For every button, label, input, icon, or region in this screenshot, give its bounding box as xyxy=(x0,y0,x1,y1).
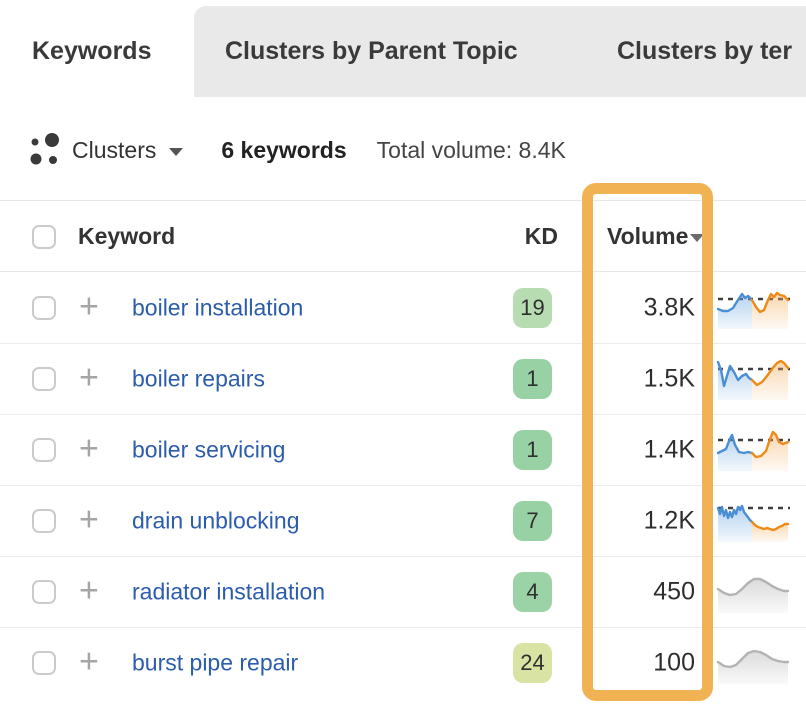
kd-badge: 7 xyxy=(513,501,552,541)
clusters-icon xyxy=(30,133,59,165)
row-checkbox[interactable] xyxy=(32,651,56,675)
table-row: + boiler servicing 1 1.4K xyxy=(0,415,806,486)
kd-badge: 1 xyxy=(513,430,552,470)
volume-value: 1.5K xyxy=(643,364,695,393)
clusters-view-dropdown[interactable]: Clusters xyxy=(72,136,184,164)
column-header-volume[interactable]: Volume xyxy=(607,223,689,249)
column-header-keyword[interactable]: Keyword xyxy=(78,223,176,249)
volume-value: 3.8K xyxy=(643,293,695,322)
table-body: + boiler installation 19 3.8K + boiler r… xyxy=(0,273,806,698)
trend-sparkline xyxy=(716,430,790,471)
tab-strip-background xyxy=(194,6,806,97)
table-row: + radiator installation 4 450 xyxy=(0,557,806,628)
volume-value: 450 xyxy=(653,577,695,606)
tab-clusters-by-parent-topic[interactable]: Clusters by Parent Topic xyxy=(225,6,518,97)
column-header-kd[interactable]: KD xyxy=(524,223,558,249)
clusters-view-label: Clusters xyxy=(72,136,157,163)
trend-sparkline xyxy=(716,504,790,542)
volume-value: 100 xyxy=(653,648,695,677)
table-row: + boiler repairs 1 1.5K xyxy=(0,344,806,415)
trend-sparkline xyxy=(716,577,790,613)
row-checkbox[interactable] xyxy=(32,580,56,604)
add-keyword-icon[interactable]: + xyxy=(79,571,99,610)
row-checkbox[interactable] xyxy=(32,438,56,462)
row-checkbox[interactable] xyxy=(32,296,56,320)
table-row: + drain unblocking 7 1.2K xyxy=(0,486,806,557)
keyword-link[interactable]: radiator installation xyxy=(132,578,326,605)
kd-badge: 4 xyxy=(513,572,552,612)
trend-sparkline xyxy=(716,291,790,329)
keywords-count: 6 keywords xyxy=(221,136,347,163)
tab-keywords-label: Keywords xyxy=(32,37,152,65)
kd-badge: 24 xyxy=(513,643,552,683)
add-keyword-icon[interactable]: + xyxy=(79,287,99,326)
kd-badge: 19 xyxy=(513,288,552,328)
table-header: Keyword KD Volume xyxy=(0,200,806,272)
keyword-link[interactable]: boiler installation xyxy=(132,294,304,321)
tab-clusters-by-terms[interactable]: Clusters by ter xyxy=(617,6,792,97)
add-keyword-icon[interactable]: + xyxy=(79,642,99,681)
kd-badge: 1 xyxy=(513,359,552,399)
trend-sparkline xyxy=(716,649,790,684)
add-keyword-icon[interactable]: + xyxy=(79,500,99,539)
keyword-link[interactable]: drain unblocking xyxy=(132,507,300,534)
chevron-down-icon xyxy=(169,147,184,156)
select-all-checkbox[interactable] xyxy=(32,225,56,249)
tab-keywords[interactable]: Keywords xyxy=(32,6,151,97)
row-checkbox[interactable] xyxy=(32,509,56,533)
keyword-link[interactable]: burst pipe repair xyxy=(132,649,299,676)
table-row: + burst pipe repair 24 100 xyxy=(0,628,806,698)
sort-desc-icon xyxy=(690,234,704,242)
tab-clusters-by-parent-topic-label: Clusters by Parent Topic xyxy=(225,37,518,65)
tab-clusters-by-terms-label: Clusters by ter xyxy=(617,37,793,65)
keyword-link[interactable]: boiler servicing xyxy=(132,436,286,463)
add-keyword-icon[interactable]: + xyxy=(79,429,99,468)
volume-value: 1.4K xyxy=(643,435,695,464)
toolbar: Clusters 6 keywords Total volume: 8.4K xyxy=(0,118,806,182)
total-volume: Total volume: 8.4K xyxy=(376,136,566,163)
volume-value: 1.2K xyxy=(643,506,695,535)
row-checkbox[interactable] xyxy=(32,367,56,391)
trend-sparkline xyxy=(716,359,790,400)
tab-bar: Keywords Clusters by Parent Topic Cluste… xyxy=(0,0,806,97)
keyword-link[interactable]: boiler repairs xyxy=(132,365,265,392)
table-row: + boiler installation 19 3.8K xyxy=(0,273,806,344)
add-keyword-icon[interactable]: + xyxy=(79,358,99,397)
